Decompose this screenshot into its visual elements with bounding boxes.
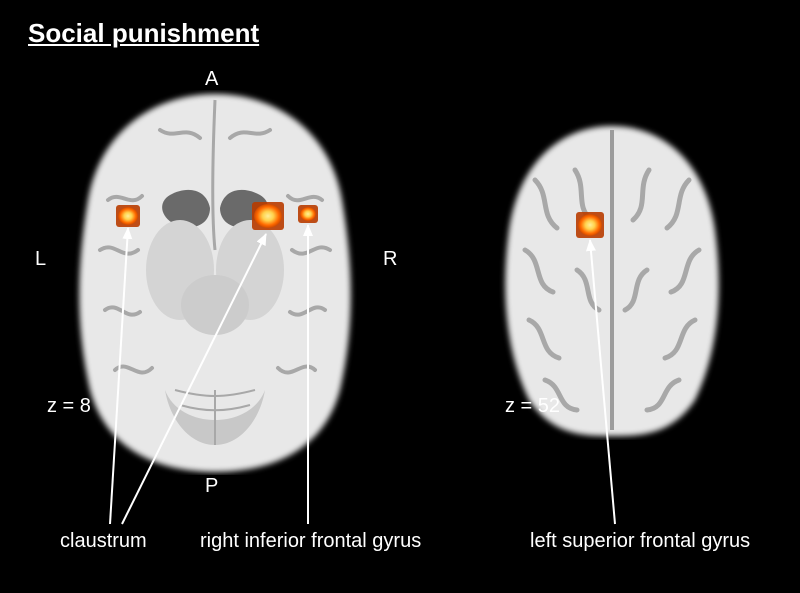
figure-title: Social punishment	[28, 18, 259, 49]
orientation-R: R	[383, 248, 397, 271]
orientation-P: P	[205, 475, 218, 498]
brain-slice-z52	[485, 120, 740, 440]
orientation-A: A	[205, 68, 218, 91]
label-claustrum: claustrum	[60, 530, 147, 553]
figure-stage: Social punishment	[0, 0, 800, 593]
label-left-sfg: left superior frontal gyrus	[530, 530, 750, 553]
slice-coord-z8: z = 8	[47, 395, 91, 418]
label-right-ifg: right inferior frontal gyrus	[200, 530, 421, 553]
slice-coord-z52: z = 52	[505, 395, 560, 418]
orientation-L: L	[35, 248, 46, 271]
brain-slice-z8	[60, 90, 370, 475]
